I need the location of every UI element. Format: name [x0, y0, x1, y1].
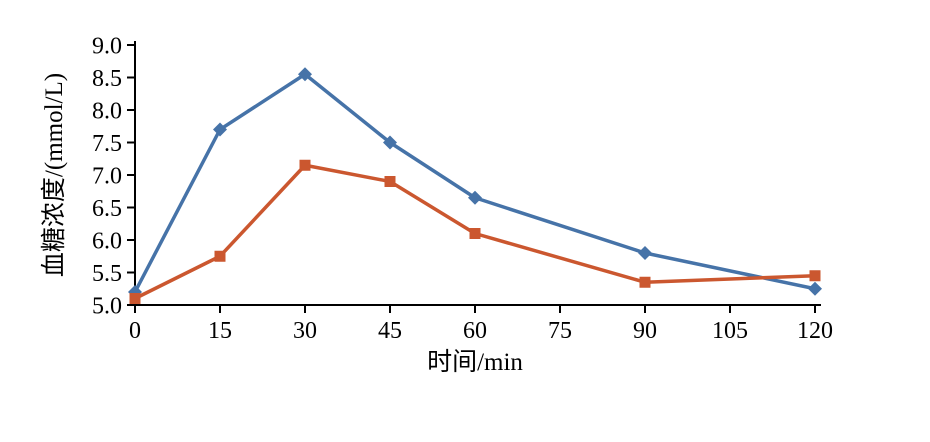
- y-tick-label: 8.0: [92, 98, 122, 124]
- y-tick-label: 6.0: [92, 228, 122, 254]
- x-tick-label: 15: [208, 318, 232, 344]
- orange-series-marker: [809, 270, 821, 282]
- x-tick-label: 90: [633, 318, 657, 344]
- x-tick-label: 75: [548, 318, 572, 344]
- blue-series-line: [133, 72, 817, 294]
- axes: [134, 41, 821, 306]
- x-tick-label: 45: [378, 318, 402, 344]
- orange-series-marker: [469, 228, 481, 239]
- x-tick-label: 0: [129, 318, 141, 344]
- y-tick-label: 5.5: [92, 261, 122, 287]
- blue-series-marker: [468, 190, 482, 205]
- blue-series-marker: [213, 122, 227, 137]
- y-tick-label: 9.0: [92, 33, 122, 59]
- x-tick-label: 30: [293, 318, 317, 344]
- orange-series-marker: [384, 176, 396, 187]
- y-tick-label: 5.0: [92, 293, 122, 319]
- data-series: [128, 67, 822, 304]
- blue-series-marker: [298, 67, 312, 82]
- tick-marks: 5.0 5.5 6.0 6.5 7.0 7.5 8.0 8.5 9.0 0 15 30 45 60 75 90…: [92, 33, 833, 344]
- x-tick-label: 105: [712, 318, 748, 344]
- y-tick-label: 8.5: [92, 66, 122, 92]
- orange-series-marker: [299, 159, 311, 171]
- x-tick-label: 120: [797, 318, 833, 344]
- x-tick-label: 60: [463, 318, 487, 344]
- x-axis-title: 时间/min: [427, 348, 523, 376]
- y-axis-title: 血糖浓度/(mmol/L): [40, 73, 68, 277]
- y-tick-label: 7.5: [92, 131, 122, 157]
- orange-series-marker: [214, 250, 226, 262]
- y-tick-label: 6.5: [92, 196, 122, 222]
- blue-series-marker: [638, 246, 652, 260]
- orange-series-marker: [639, 276, 651, 288]
- blue-series-marker: [808, 281, 822, 296]
- y-tick-label: 7.0: [92, 163, 122, 189]
- orange-series-marker: [129, 293, 141, 304]
- blue-series-marker: [383, 135, 397, 150]
